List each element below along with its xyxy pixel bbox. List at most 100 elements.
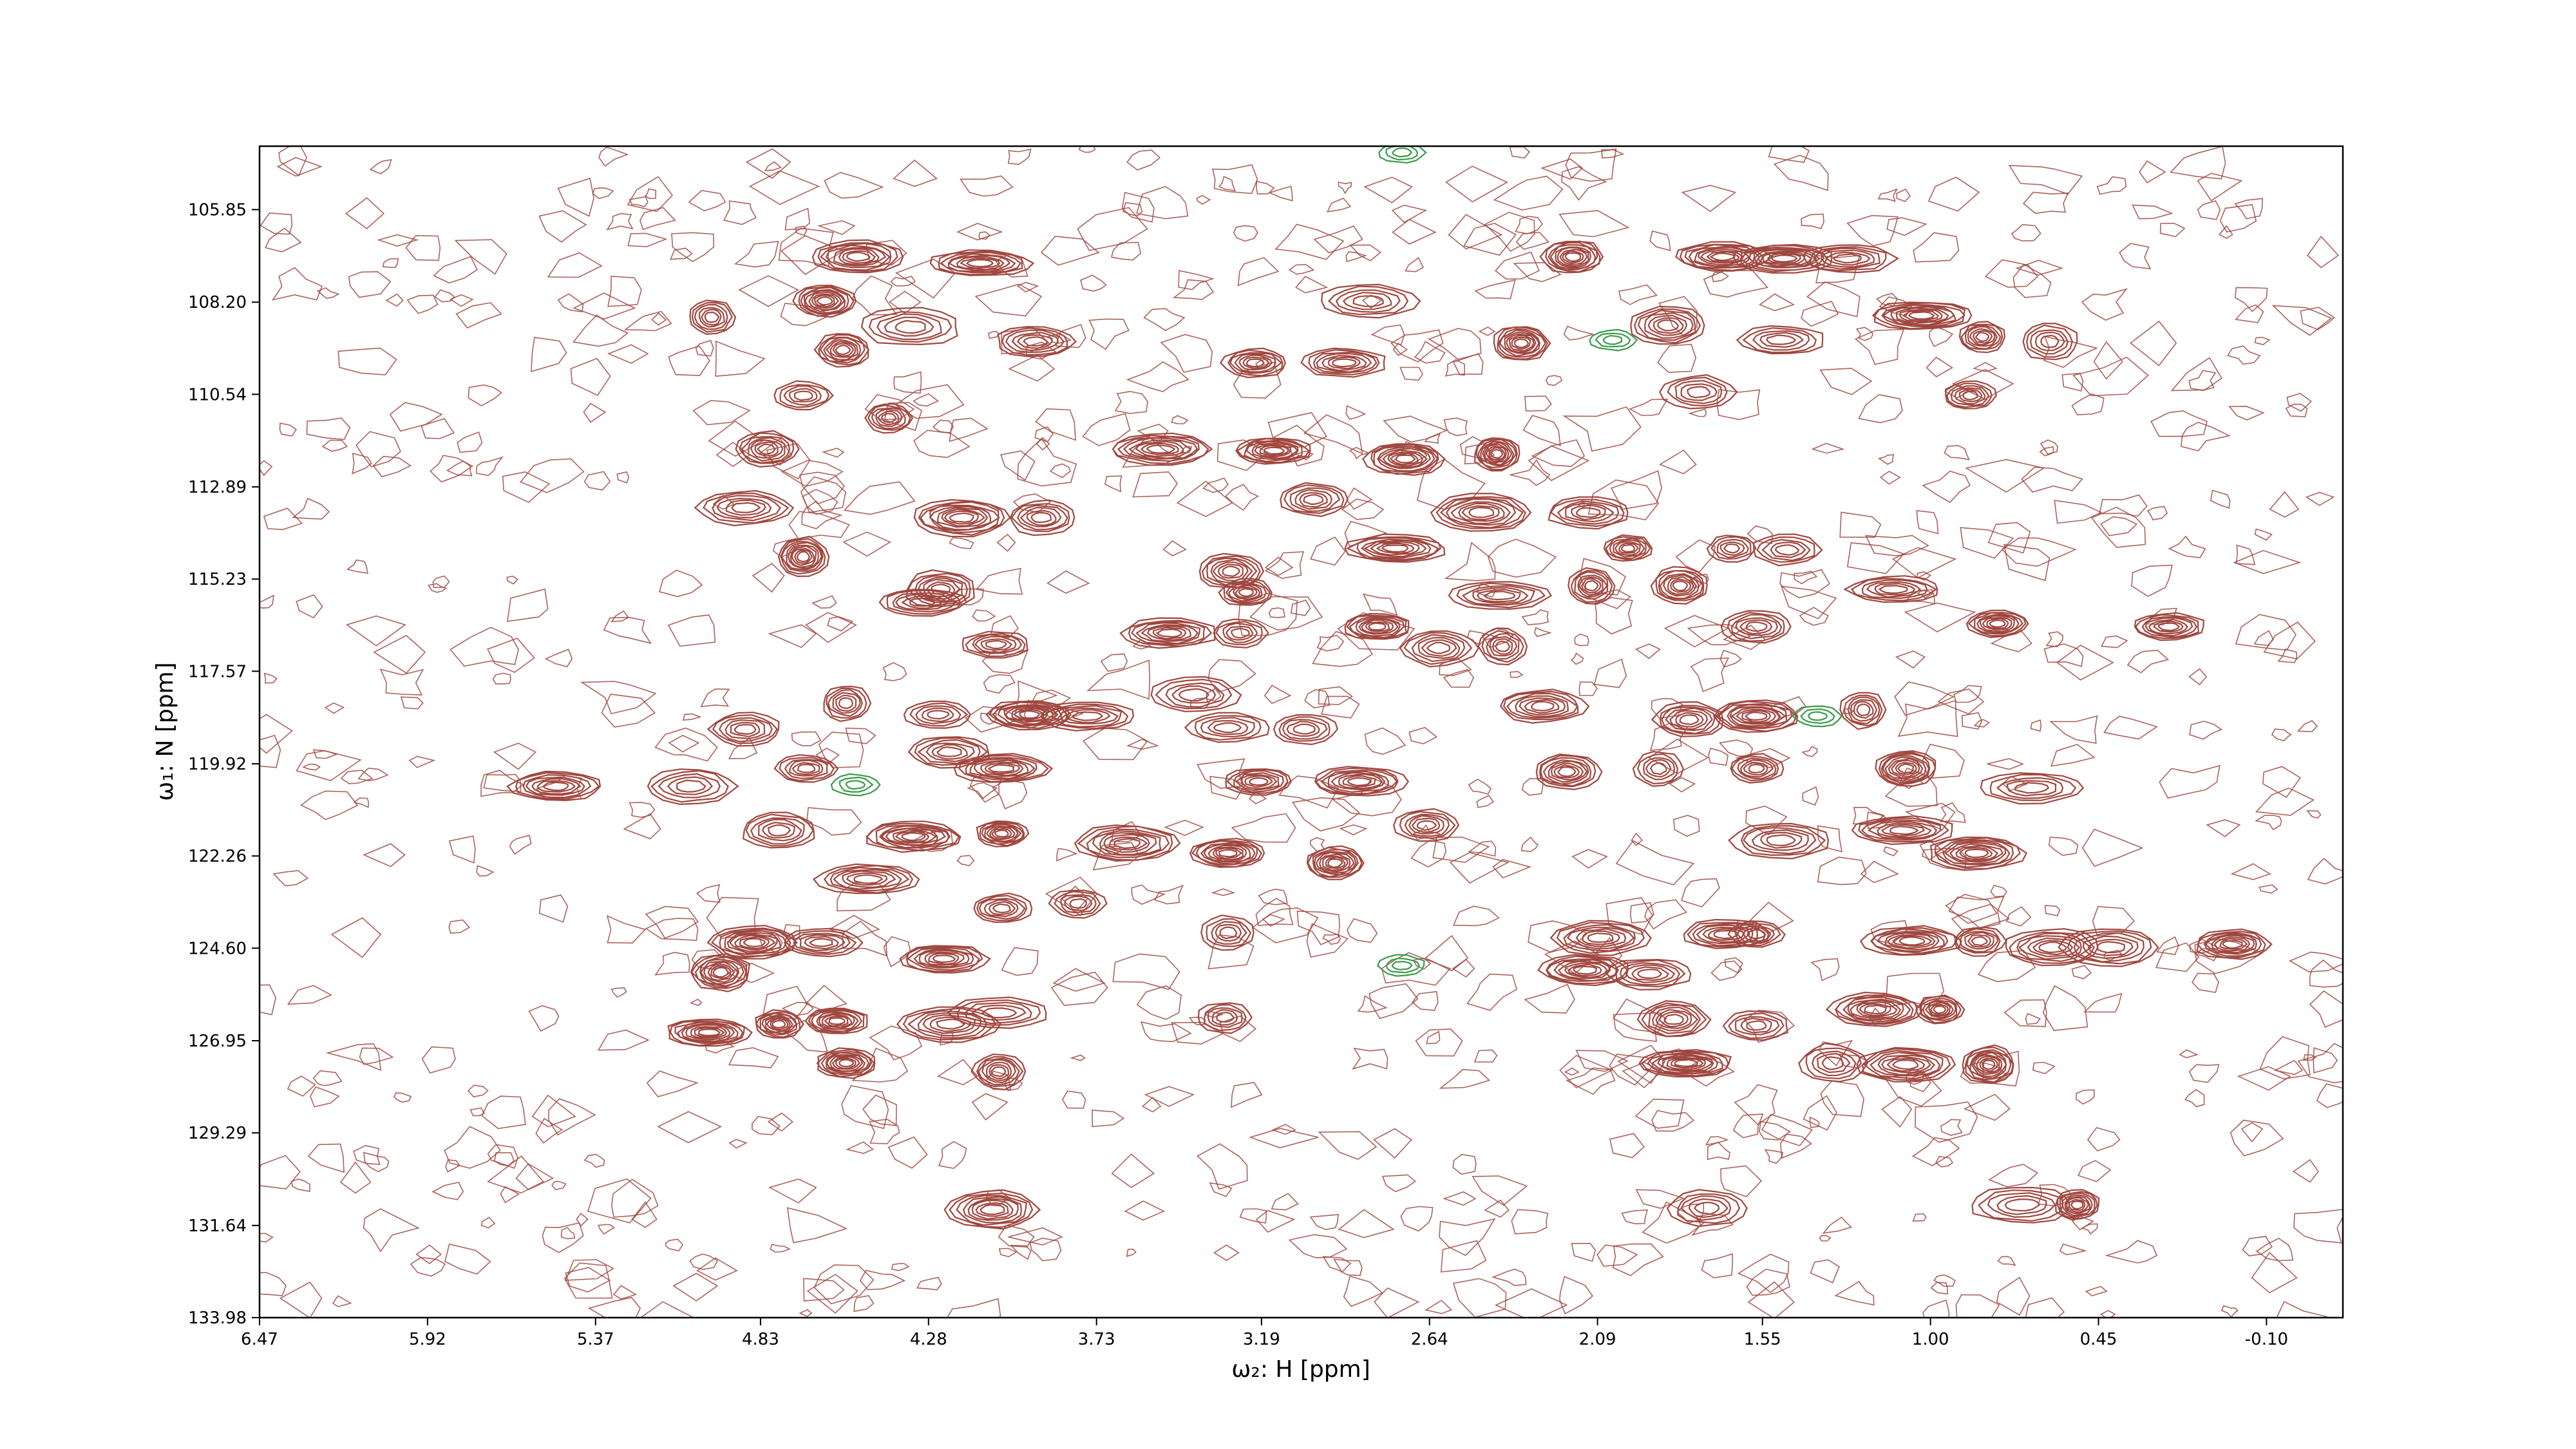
- noise-contour: [1759, 293, 1795, 312]
- noise-contour: [1310, 536, 1346, 566]
- noise-contour: [799, 471, 846, 505]
- peak-contour: [985, 700, 1072, 731]
- noise-contour: [1112, 953, 1180, 990]
- noise-contour: [2254, 336, 2271, 346]
- noise-contour: [480, 770, 525, 797]
- noise-contour: [1879, 296, 1912, 317]
- noise-contour: [1559, 1055, 1614, 1088]
- noise-contour: [1955, 1294, 2000, 1318]
- noise-contour: [1111, 242, 1142, 261]
- noise-contour: [1267, 412, 1327, 448]
- peak-contour: [1344, 612, 1410, 640]
- peak-contour: [971, 1053, 1027, 1091]
- noise-contour: [606, 914, 647, 944]
- noise-contour: [1288, 1234, 1348, 1258]
- noise-contour: [862, 1094, 897, 1126]
- noise-contour: [1631, 832, 1643, 846]
- noise-contour: [841, 1084, 889, 1130]
- noise-contour: [1951, 904, 2011, 934]
- noise-contour: [2061, 372, 2084, 392]
- peak-contour: [792, 285, 857, 318]
- noise-contour: [1443, 417, 1468, 437]
- noise-contour: [1563, 325, 1595, 341]
- peak-contour: [2022, 323, 2078, 361]
- noise-contour: [592, 187, 614, 200]
- peak-contour: [1728, 822, 1830, 860]
- noise-contour: [981, 649, 1029, 674]
- noise-contour: [1124, 1200, 1166, 1221]
- noise-contour: [607, 344, 649, 364]
- noise-contour: [650, 312, 667, 326]
- noise-contour: [400, 696, 424, 710]
- noise-contour: [1571, 1242, 1596, 1262]
- x-tick-label: 3.19: [1243, 1330, 1280, 1349]
- noise-contour: [1593, 658, 1627, 688]
- noise-contour: [455, 302, 502, 329]
- noise-contour: [1052, 968, 1106, 992]
- noise-contour: [695, 339, 714, 357]
- noise-contour: [444, 1126, 501, 1169]
- noise-contour: [1217, 439, 1269, 471]
- noise-contour: [646, 1070, 699, 1097]
- noise-contour: [1478, 326, 1496, 336]
- noise-contour: [1439, 657, 1472, 676]
- noise-contour: [895, 384, 965, 419]
- noise-contour: [565, 1259, 615, 1281]
- noise-contour: [373, 634, 426, 674]
- noise-contour: [1332, 777, 1402, 817]
- noise-contour: [300, 790, 359, 820]
- noise-contour: [1036, 437, 1050, 451]
- noise-contour: [1197, 758, 1245, 789]
- noise-contour: [672, 1273, 719, 1302]
- noise-contour: [700, 688, 730, 708]
- noise-contour: [2072, 356, 2149, 397]
- noise-contour: [1121, 192, 1155, 223]
- noise-contour: [1476, 583, 1497, 598]
- noise-contour: [2234, 287, 2268, 312]
- noise-contour: [468, 384, 502, 407]
- noise-contour: [1252, 907, 1319, 943]
- noise-contour: [2054, 500, 2103, 524]
- noise-contour: [2150, 410, 2208, 437]
- noise-contour: [616, 471, 630, 484]
- noise-contour: [1811, 442, 1845, 454]
- noise-contour: [1822, 1216, 1852, 1234]
- noise-contour: [1218, 175, 1236, 192]
- noise-contour: [893, 371, 922, 394]
- noise-contour: [406, 294, 439, 314]
- noise-contour: [1142, 1096, 1162, 1113]
- noise-contour: [1313, 225, 1363, 254]
- noise-contour: [434, 289, 455, 303]
- noise-contour: [1642, 1201, 1705, 1244]
- peak-contour: [913, 498, 1011, 538]
- noise-contour: [882, 662, 907, 681]
- noise-contour: [1126, 1249, 1137, 1258]
- noise-contour: [1927, 176, 1980, 212]
- noise-contour: [1520, 836, 1539, 853]
- noise-contour: [1877, 454, 1895, 465]
- noise-contour: [1571, 849, 1608, 869]
- noise-contour: [1424, 433, 1441, 444]
- noise-contour: [2306, 810, 2322, 819]
- noise-contour: [363, 1208, 420, 1253]
- peak-contour: [1448, 581, 1553, 610]
- noise-contour: [806, 1274, 858, 1314]
- noise-contour: [312, 749, 339, 759]
- noise-contour: [1000, 450, 1036, 481]
- noise-contour: [1078, 146, 1096, 153]
- noise-contour: [1820, 1080, 1865, 1117]
- noise-contour: [1256, 180, 1275, 194]
- noise-contour: [346, 559, 369, 574]
- noise-contour: [696, 884, 721, 903]
- noise-contour: [1896, 188, 1911, 202]
- noise-contour: [1948, 896, 2005, 929]
- peak-contour: [667, 1018, 753, 1047]
- peak-contour: [929, 249, 1035, 276]
- noise-contour: [1114, 391, 1148, 414]
- noise-contour: [2188, 370, 2217, 392]
- noise-contour: [389, 402, 443, 432]
- noise-contour: [276, 156, 323, 177]
- noise-contour: [728, 1139, 748, 1149]
- noise-contour: [1781, 585, 1837, 620]
